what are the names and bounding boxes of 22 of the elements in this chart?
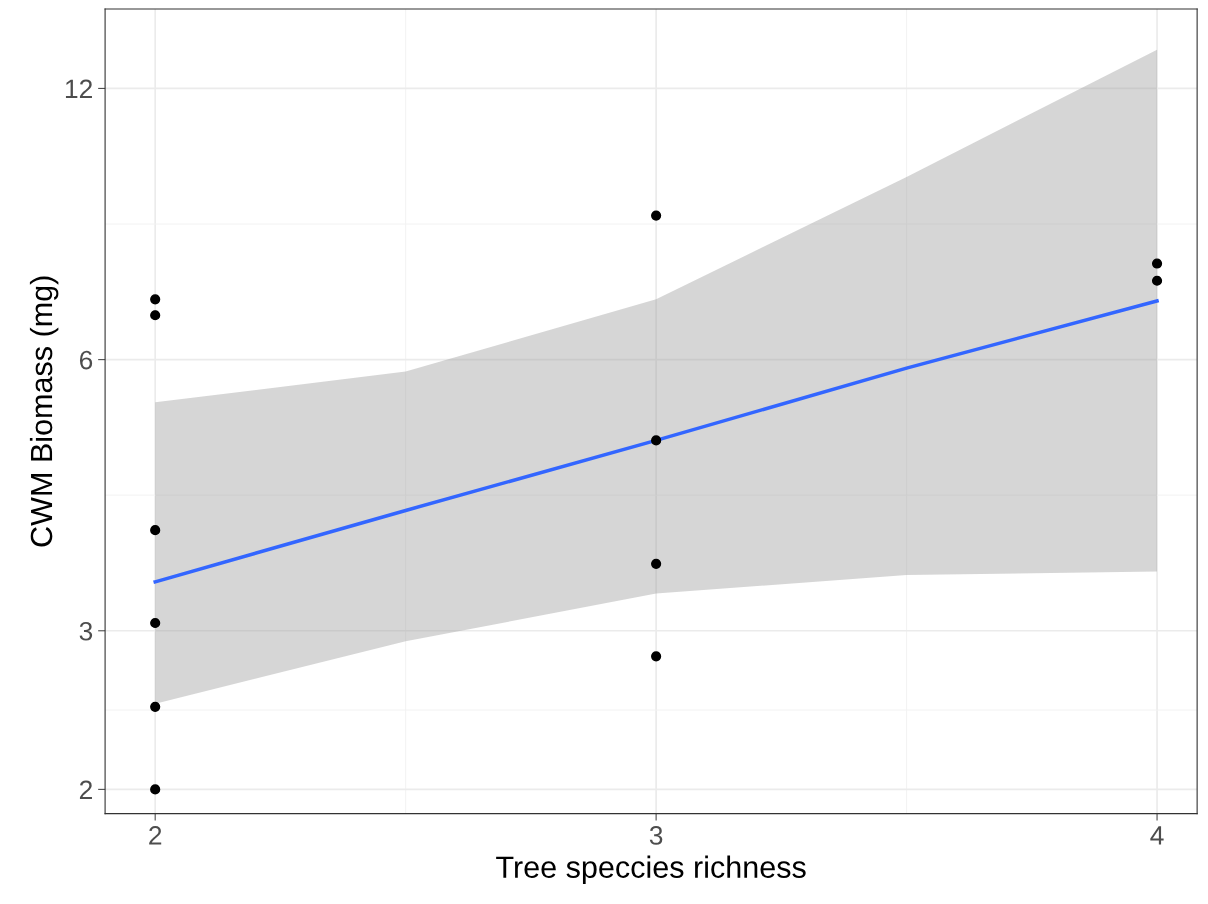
x-tick-label: 2 bbox=[149, 826, 162, 845]
line-series bbox=[153, 299, 1159, 584]
x-axis-title: Tree speccies richness bbox=[496, 855, 806, 885]
point bbox=[150, 701, 161, 712]
point bbox=[651, 210, 662, 221]
y-axis-title: CWM Biomass (mg) bbox=[29, 276, 59, 547]
y-tick-label: 2 bbox=[79, 780, 92, 799]
x-tick-label: 3 bbox=[649, 826, 663, 845]
y-tick-label: 12 bbox=[65, 79, 92, 98]
point bbox=[150, 617, 161, 629]
point bbox=[150, 294, 161, 305]
point bbox=[150, 310, 161, 321]
y-tick-label: 6 bbox=[79, 350, 93, 370]
y-tick-label: 3 bbox=[79, 621, 93, 641]
point bbox=[1151, 275, 1163, 286]
point bbox=[651, 651, 662, 662]
point bbox=[150, 525, 161, 536]
point bbox=[150, 784, 161, 795]
point bbox=[651, 435, 662, 446]
x-tick-label: 4 bbox=[1150, 826, 1164, 845]
point bbox=[1151, 258, 1163, 269]
point bbox=[651, 558, 662, 569]
